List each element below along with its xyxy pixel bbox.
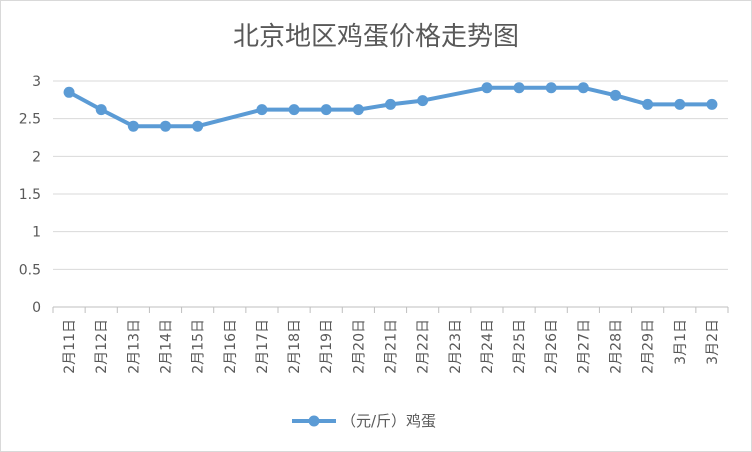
y-tick-label: 1.5 — [19, 187, 41, 203]
data-point — [706, 98, 718, 110]
y-axis-ticks: 0 0.5 1 1.5 2 2.5 3 — [19, 74, 41, 316]
x-tick-label: 2月28日 — [609, 319, 625, 374]
data-point — [256, 104, 268, 116]
x-axis — [52, 306, 729, 313]
data-point — [513, 82, 525, 94]
y-tick-label: 1 — [32, 225, 41, 241]
x-tick-label: 3月1日 — [673, 319, 689, 365]
data-point — [288, 104, 300, 116]
x-tick-label: 2月26日 — [544, 319, 560, 374]
data-point — [320, 104, 332, 116]
x-tick-label: 2月27日 — [576, 319, 592, 374]
x-tick-label: 2月23日 — [448, 319, 464, 374]
x-tick-label: 2月24日 — [480, 319, 496, 374]
data-point — [95, 104, 107, 116]
data-point — [642, 98, 654, 110]
chart-title: 北京地区鸡蛋价格走势图 — [233, 22, 519, 52]
data-point — [417, 95, 429, 107]
x-tick-label: 2月16日 — [223, 319, 239, 374]
x-axis-ticks: 2月11日 2月12日 2月13日 2月14日 2月15日 2月16日 2月17日 2月18日… — [62, 319, 721, 374]
legend-label: （元/斤）鸡蛋 — [341, 412, 436, 430]
y-tick-label: 2 — [32, 149, 41, 165]
data-point — [385, 98, 396, 110]
data-point — [674, 98, 686, 110]
x-tick-label: 2月19日 — [319, 319, 335, 374]
series-group — [63, 82, 718, 132]
x-tick-label: 2月21日 — [384, 319, 400, 374]
x-tick-label: 2月15日 — [191, 319, 207, 374]
x-tick-label: 2月29日 — [641, 319, 657, 374]
x-tick-label: 3月2日 — [705, 319, 721, 365]
x-tick-label: 2月11日 — [62, 319, 78, 374]
x-tick-label: 2月25日 — [512, 319, 528, 374]
data-point — [160, 120, 171, 132]
data-point — [127, 120, 139, 132]
gridlines — [53, 80, 728, 270]
data-point — [577, 82, 589, 94]
x-tick-label: 2月14日 — [159, 319, 175, 374]
data-point — [63, 86, 75, 98]
legend-dot-marker — [308, 415, 320, 427]
x-tick-label: 2月18日 — [287, 319, 303, 374]
y-tick-label: 3 — [32, 74, 41, 90]
x-tick-label: 2月20日 — [351, 319, 367, 374]
data-point — [352, 104, 364, 116]
data-point — [610, 89, 621, 101]
data-point — [545, 82, 557, 94]
x-tick-label: 2月22日 — [416, 319, 432, 374]
y-tick-label: 0 — [32, 300, 41, 316]
x-tick-label: 2月12日 — [94, 319, 110, 374]
x-tick-label: 2月13日 — [126, 319, 142, 374]
data-point — [481, 82, 493, 94]
legend[interactable]: （元/斤）鸡蛋 — [292, 412, 436, 430]
y-tick-label: 2.5 — [19, 112, 41, 128]
data-point — [192, 120, 204, 132]
y-tick-label: 0.5 — [19, 262, 41, 278]
x-tick-label: 2月17日 — [255, 319, 271, 374]
